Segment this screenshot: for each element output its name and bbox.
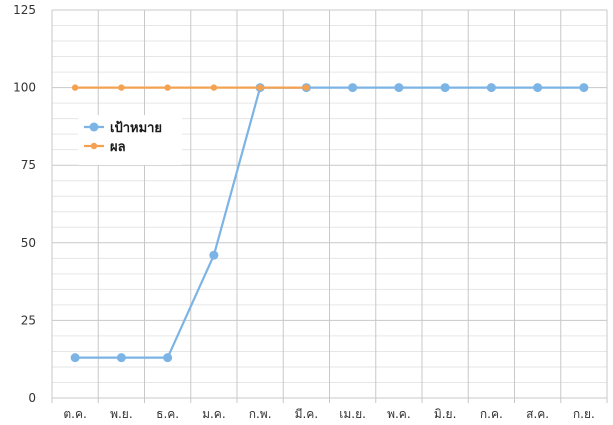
y-tick-label: 0 bbox=[28, 391, 36, 405]
data-point bbox=[70, 353, 80, 363]
data-point bbox=[163, 353, 173, 363]
data-point bbox=[71, 84, 79, 91]
series-line bbox=[75, 86, 584, 359]
x-tick-label: พ.ค. bbox=[387, 407, 411, 421]
y-tick-label: 25 bbox=[21, 313, 36, 327]
x-tick-label: มิ.ย. bbox=[434, 407, 457, 421]
data-point bbox=[486, 83, 496, 93]
x-tick-label: มี.ค. bbox=[295, 407, 319, 421]
x-tick-label: ธ.ค. bbox=[156, 407, 179, 421]
data-point bbox=[209, 250, 219, 260]
y-tick-label: 100 bbox=[13, 81, 36, 95]
y-tick-label: 125 bbox=[13, 3, 36, 17]
data-point bbox=[210, 84, 218, 91]
grid bbox=[51, 9, 608, 403]
data-point bbox=[164, 84, 171, 91]
data-point bbox=[256, 84, 264, 91]
x-tick-label: ก.พ. bbox=[249, 407, 272, 421]
data-point bbox=[348, 83, 358, 93]
legend-item: เป้าหมาย bbox=[84, 120, 162, 136]
legend-label: เป้าหมาย bbox=[110, 120, 162, 136]
data-point bbox=[116, 353, 126, 363]
x-tick-label: เม.ย. bbox=[339, 407, 366, 421]
y-tick-label: 75 bbox=[21, 158, 36, 172]
data-point bbox=[440, 83, 450, 93]
legend-swatch-marker bbox=[90, 142, 98, 150]
data-point bbox=[118, 84, 125, 91]
x-tick-label: ม.ค. bbox=[202, 407, 226, 421]
x-tick-label: ส.ค. bbox=[526, 407, 549, 421]
x-tick-label: พ.ย. bbox=[110, 407, 133, 421]
x-tick-label: ก.ค. bbox=[480, 407, 503, 421]
series-2 bbox=[71, 84, 310, 91]
data-point bbox=[303, 84, 310, 91]
x-tick-label: ต.ค. bbox=[63, 407, 86, 421]
data-point bbox=[533, 83, 543, 93]
series bbox=[70, 83, 589, 363]
axes: 0 25 50 75 100 125 ต.ค. พ.ย. ธ.ค. ม.ค. ก.พ. มี.ค. เม… bbox=[13, 3, 595, 421]
x-tick-label: ก.ย. bbox=[573, 407, 595, 421]
legend-label: ผล bbox=[110, 140, 126, 155]
legend-swatch-marker bbox=[89, 122, 99, 132]
data-point bbox=[579, 83, 589, 93]
legend-item: ผล bbox=[84, 140, 126, 155]
data-point bbox=[394, 83, 404, 93]
y-tick-label: 50 bbox=[21, 236, 36, 250]
